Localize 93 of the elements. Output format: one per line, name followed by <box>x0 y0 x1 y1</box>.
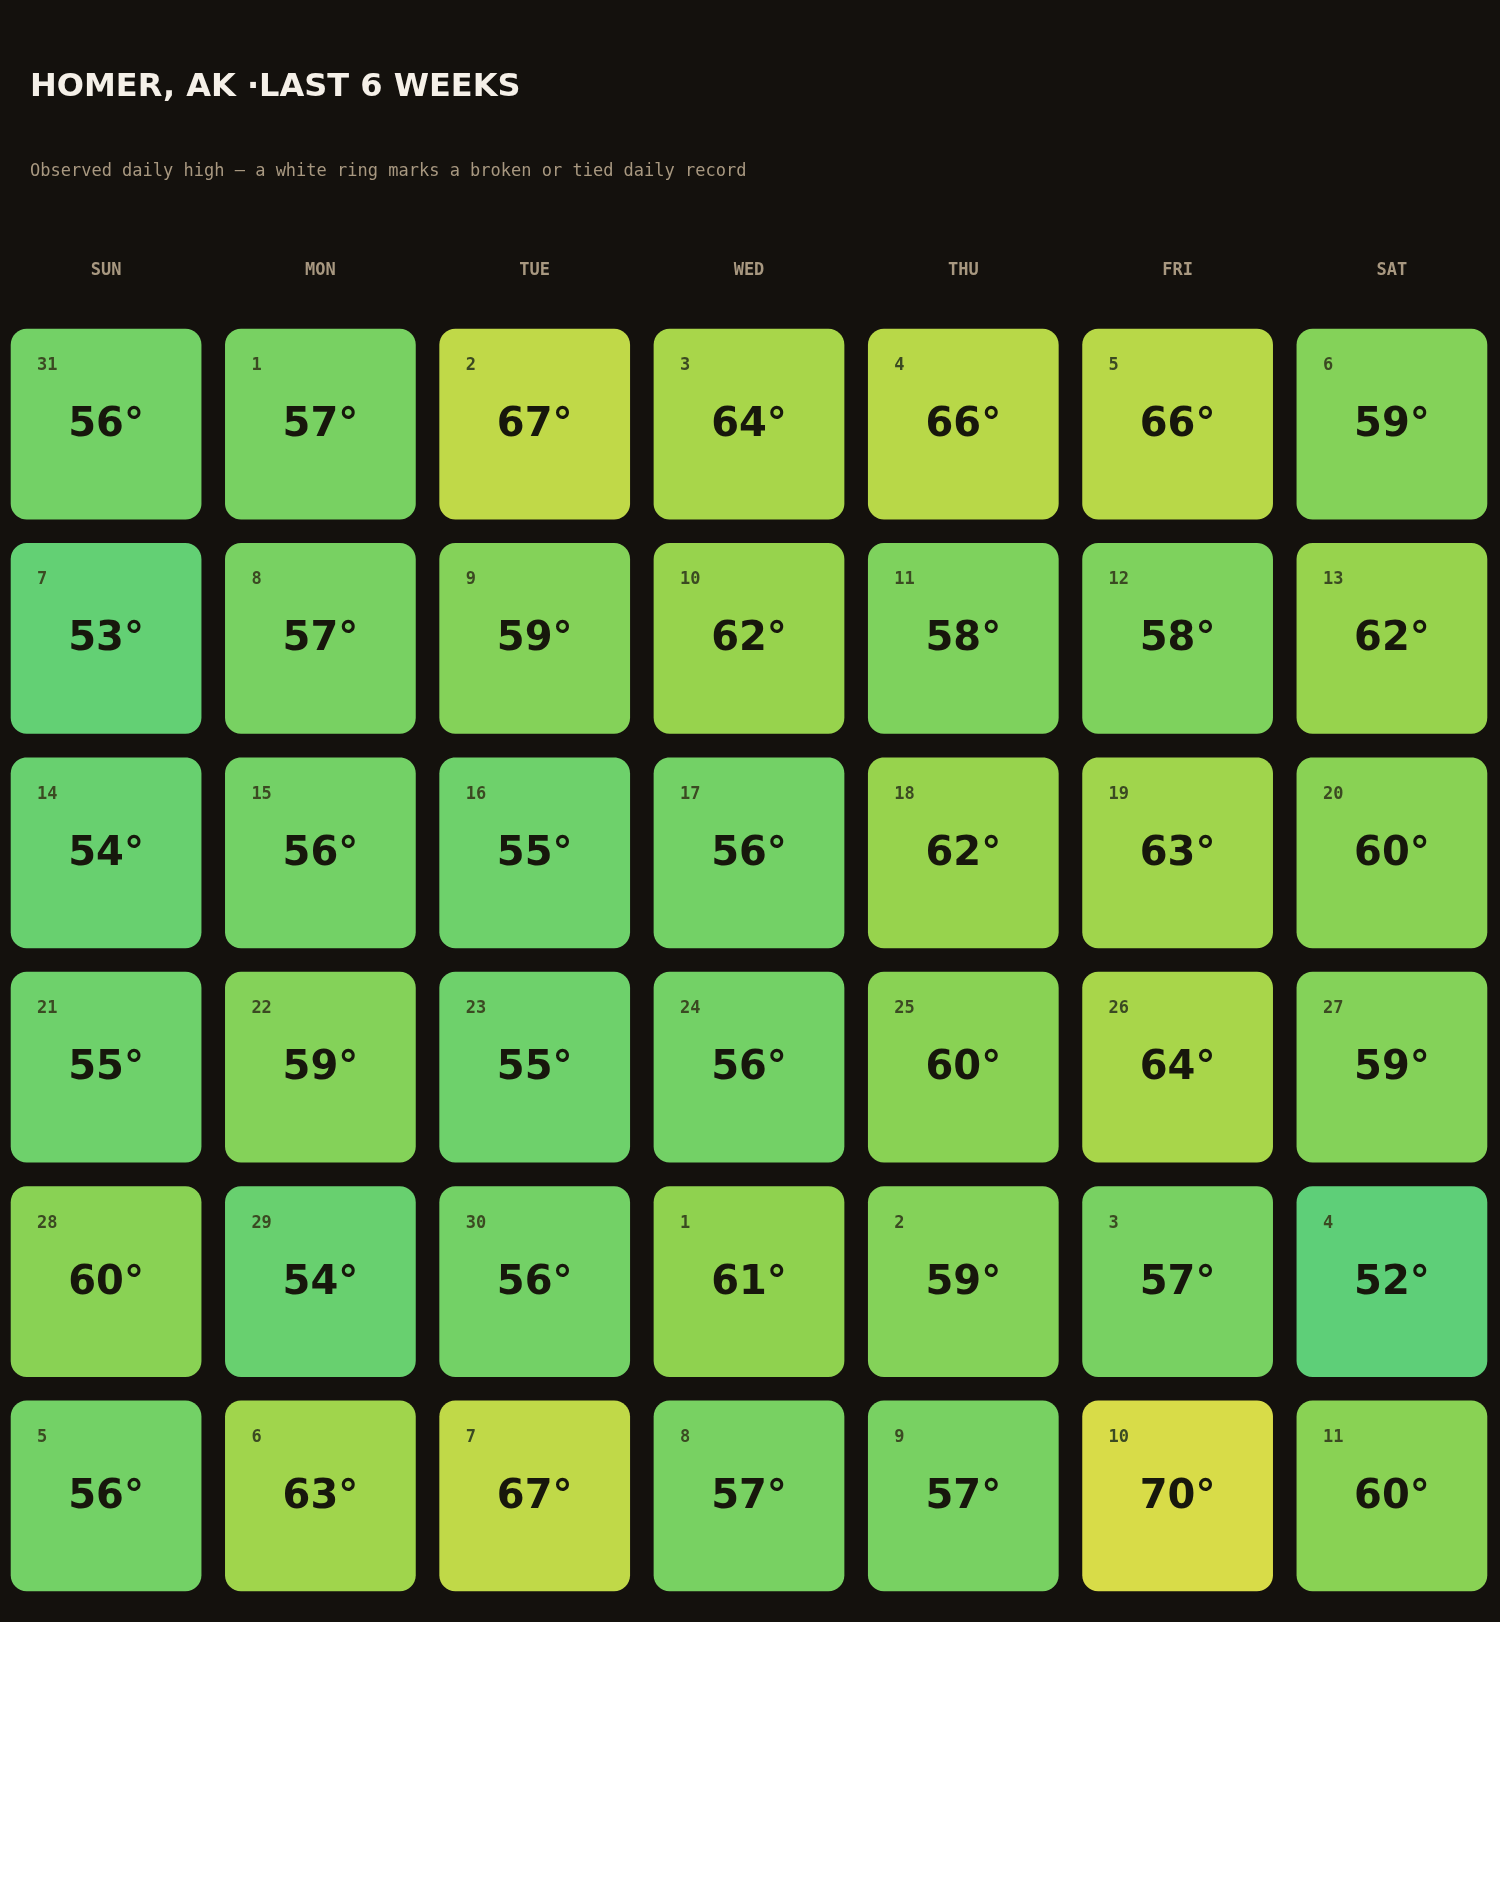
annotation: 18 <box>894 782 915 803</box>
data-label: 66° <box>925 399 1002 446</box>
annotation: 29 <box>251 1211 272 1232</box>
annotation: 6 <box>1322 354 1334 375</box>
annotation: 8 <box>251 568 262 589</box>
annotation: 7 <box>465 1425 476 1446</box>
annotation: 1 <box>251 354 262 375</box>
annotation: 6 <box>251 1425 262 1446</box>
annotation: 4 <box>1322 1211 1334 1232</box>
data-label: 61° <box>711 1256 787 1303</box>
annotation: 28 <box>37 1211 58 1232</box>
data-label: 55° <box>496 827 573 874</box>
data-label: 66° <box>1139 399 1216 446</box>
data-label: 60° <box>1354 827 1430 874</box>
annotation: 19 <box>1108 782 1130 803</box>
x-tick-label: SAT <box>1376 258 1408 279</box>
annotation: 23 <box>465 997 487 1018</box>
data-label: 54° <box>282 1256 359 1303</box>
data-label: 70° <box>1139 1470 1216 1517</box>
x-tick-label: MON <box>305 258 336 279</box>
annotation: 12 <box>1108 568 1130 589</box>
annotation: 31 <box>37 354 58 375</box>
data-label: 60° <box>1354 1470 1430 1517</box>
data-label: 67° <box>496 399 573 446</box>
x-tick-label: FRI <box>1162 258 1193 279</box>
data-label: 62° <box>711 613 787 660</box>
annotation: 11 <box>894 568 915 589</box>
data-label: 62° <box>925 827 1002 874</box>
data-label: 56° <box>68 399 144 446</box>
annotation: 8 <box>680 1425 691 1446</box>
annotation: 5 <box>1108 354 1119 375</box>
data-label: 54° <box>68 827 144 874</box>
data-label: 59° <box>496 613 573 660</box>
data-label: 56° <box>711 827 787 874</box>
data-label: 56° <box>711 1042 787 1089</box>
data-label: 56° <box>68 1470 144 1517</box>
x-tick-label: THU <box>947 258 979 279</box>
annotation: 4 <box>894 354 905 375</box>
data-label: 64° <box>1139 1042 1216 1089</box>
data-label: 55° <box>496 1042 573 1089</box>
data-label: 59° <box>925 1256 1002 1303</box>
data-label: 64° <box>711 399 787 446</box>
annotation: 11 <box>1322 1425 1344 1446</box>
annotation: 25 <box>894 997 915 1018</box>
annotation: 9 <box>465 568 476 589</box>
annotation: 7 <box>37 568 48 589</box>
annotation: 30 <box>465 1211 487 1232</box>
annotation: 3 <box>1108 1211 1119 1232</box>
x-tick-label: TUE <box>519 258 551 279</box>
data-label: 63° <box>282 1470 359 1517</box>
annotation: 5 <box>37 1425 48 1446</box>
chart-subtitle: Observed daily high — a white ring marks a broken or tied daily record <box>30 160 747 180</box>
annotation: 22 <box>251 997 272 1018</box>
data-label: 67° <box>496 1470 573 1517</box>
data-label: 56° <box>282 827 359 874</box>
data-label: 52° <box>1354 1256 1430 1303</box>
data-label: 59° <box>1354 399 1430 446</box>
data-label: 57° <box>711 1470 787 1517</box>
annotation: 2 <box>465 354 476 375</box>
annotation: 10 <box>1108 1425 1130 1446</box>
annotation: 14 <box>37 782 58 803</box>
annotation: 27 <box>1322 997 1344 1018</box>
annotation: 17 <box>680 782 701 803</box>
data-label: 63° <box>1139 827 1216 874</box>
data-label: 53° <box>68 613 144 660</box>
data-label: 59° <box>282 1042 359 1089</box>
data-label: 57° <box>1139 1256 1216 1303</box>
annotation: 3 <box>680 354 691 375</box>
annotation: 16 <box>465 782 487 803</box>
annotation: 20 <box>1322 782 1344 803</box>
x-tick-label: SUN <box>90 258 122 279</box>
data-label: 58° <box>925 613 1002 660</box>
annotation: 24 <box>680 997 701 1018</box>
data-label: 57° <box>282 399 359 446</box>
data-label: 62° <box>1354 613 1430 660</box>
data-label: 58° <box>1139 613 1216 660</box>
annotation: 26 <box>1108 997 1130 1018</box>
annotation: 15 <box>251 782 272 803</box>
annotation: 1 <box>680 1211 691 1232</box>
annotation: 21 <box>37 997 58 1018</box>
annotation: 10 <box>680 568 701 589</box>
data-label: 55° <box>68 1042 144 1089</box>
data-label: 59° <box>1354 1042 1430 1089</box>
annotation: 2 <box>894 1211 905 1232</box>
data-label: 56° <box>496 1256 573 1303</box>
data-label: 57° <box>282 613 359 660</box>
data-label: 60° <box>925 1042 1002 1089</box>
annotation: 9 <box>894 1425 905 1446</box>
chart-title: HOMER, AK ·LAST 6 WEEKS <box>30 66 521 104</box>
x-tick-label: WED <box>733 258 765 279</box>
data-label: 57° <box>925 1470 1002 1517</box>
annotation: 13 <box>1322 568 1344 589</box>
data-label: 60° <box>68 1256 144 1303</box>
